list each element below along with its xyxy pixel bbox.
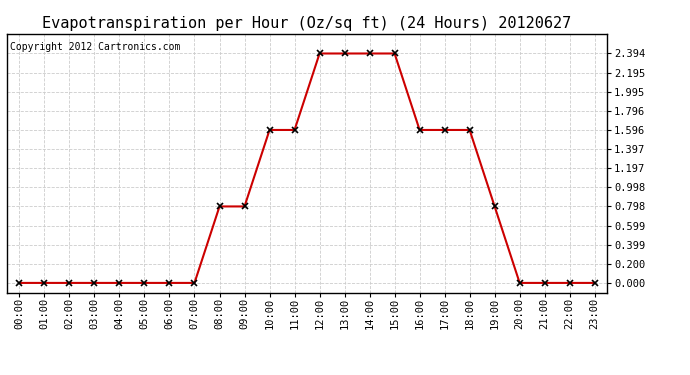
Text: Copyright 2012 Cartronics.com: Copyright 2012 Cartronics.com <box>10 42 180 51</box>
Title: Evapotranspiration per Hour (Oz/sq ft) (24 Hours) 20120627: Evapotranspiration per Hour (Oz/sq ft) (… <box>42 16 572 31</box>
